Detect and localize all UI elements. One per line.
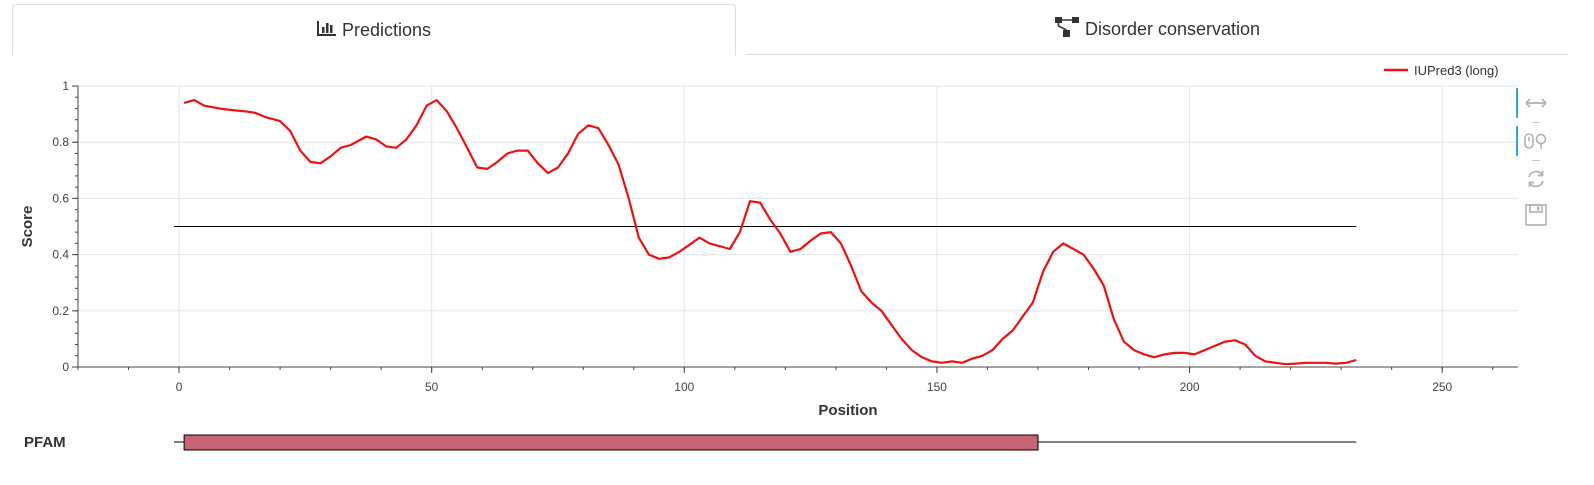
tab-predictions[interactable]: Predictions [12,4,736,56]
x-tick-label: 100 [674,380,694,394]
bar-chart-icon [316,20,337,41]
x-axis-label: Position [818,402,877,419]
x-tick-label: 50 [425,380,439,394]
y-tick-label: 0.4 [52,248,69,262]
reset-icon [1528,170,1544,188]
pfam-domain-bar [183,434,1039,451]
x-tick-label: 0 [176,380,183,394]
legend: IUPred3 (long) [1384,63,1499,78]
y-tick-label: 0.8 [52,135,69,149]
wheel-zoom-icon [1524,133,1547,149]
chart-toolbar [1516,86,1556,236]
tab-divider [746,54,1568,55]
y-tick-label: 0.6 [52,191,69,205]
save-tool[interactable] [1516,198,1556,232]
pan-icon [1525,98,1547,108]
x-tick-label: 200 [1180,380,1200,394]
reset-tool[interactable] [1516,162,1556,196]
wheel-zoom-tool[interactable] [1516,124,1556,158]
y-tick-label: 0.2 [52,304,69,318]
axes: 0 0.2 0.4 0.6 0.8 1 0 50 100 150 200 250 Position Sco… [19,79,1518,419]
y-tick-label: 0 [62,360,69,374]
y-axis-label: Score [19,206,36,248]
legend-entry-label: IUPred3 (long) [1414,63,1499,78]
series-layer [174,99,1357,366]
x-tick-label: 250 [1432,380,1452,394]
x-tick-label: 150 [927,380,947,394]
series-line-iupred3-long [183,99,1357,366]
pfam-track [174,434,1357,451]
y-tick-label: 1 [62,79,69,93]
tab-disorder-conservation[interactable]: Disorder conservation [746,4,1568,54]
sitemap-icon [1054,16,1080,43]
save-icon [1525,204,1547,226]
pan-tool[interactable] [1516,86,1556,120]
pfam-track-label: PFAM [24,434,66,451]
tab-predictions-label: Predictions [341,20,432,40]
tab-disorder-conservation-label: Disorder conservation [1084,19,1261,39]
tab-bar: Predictions Disorder conservation [12,4,1568,56]
